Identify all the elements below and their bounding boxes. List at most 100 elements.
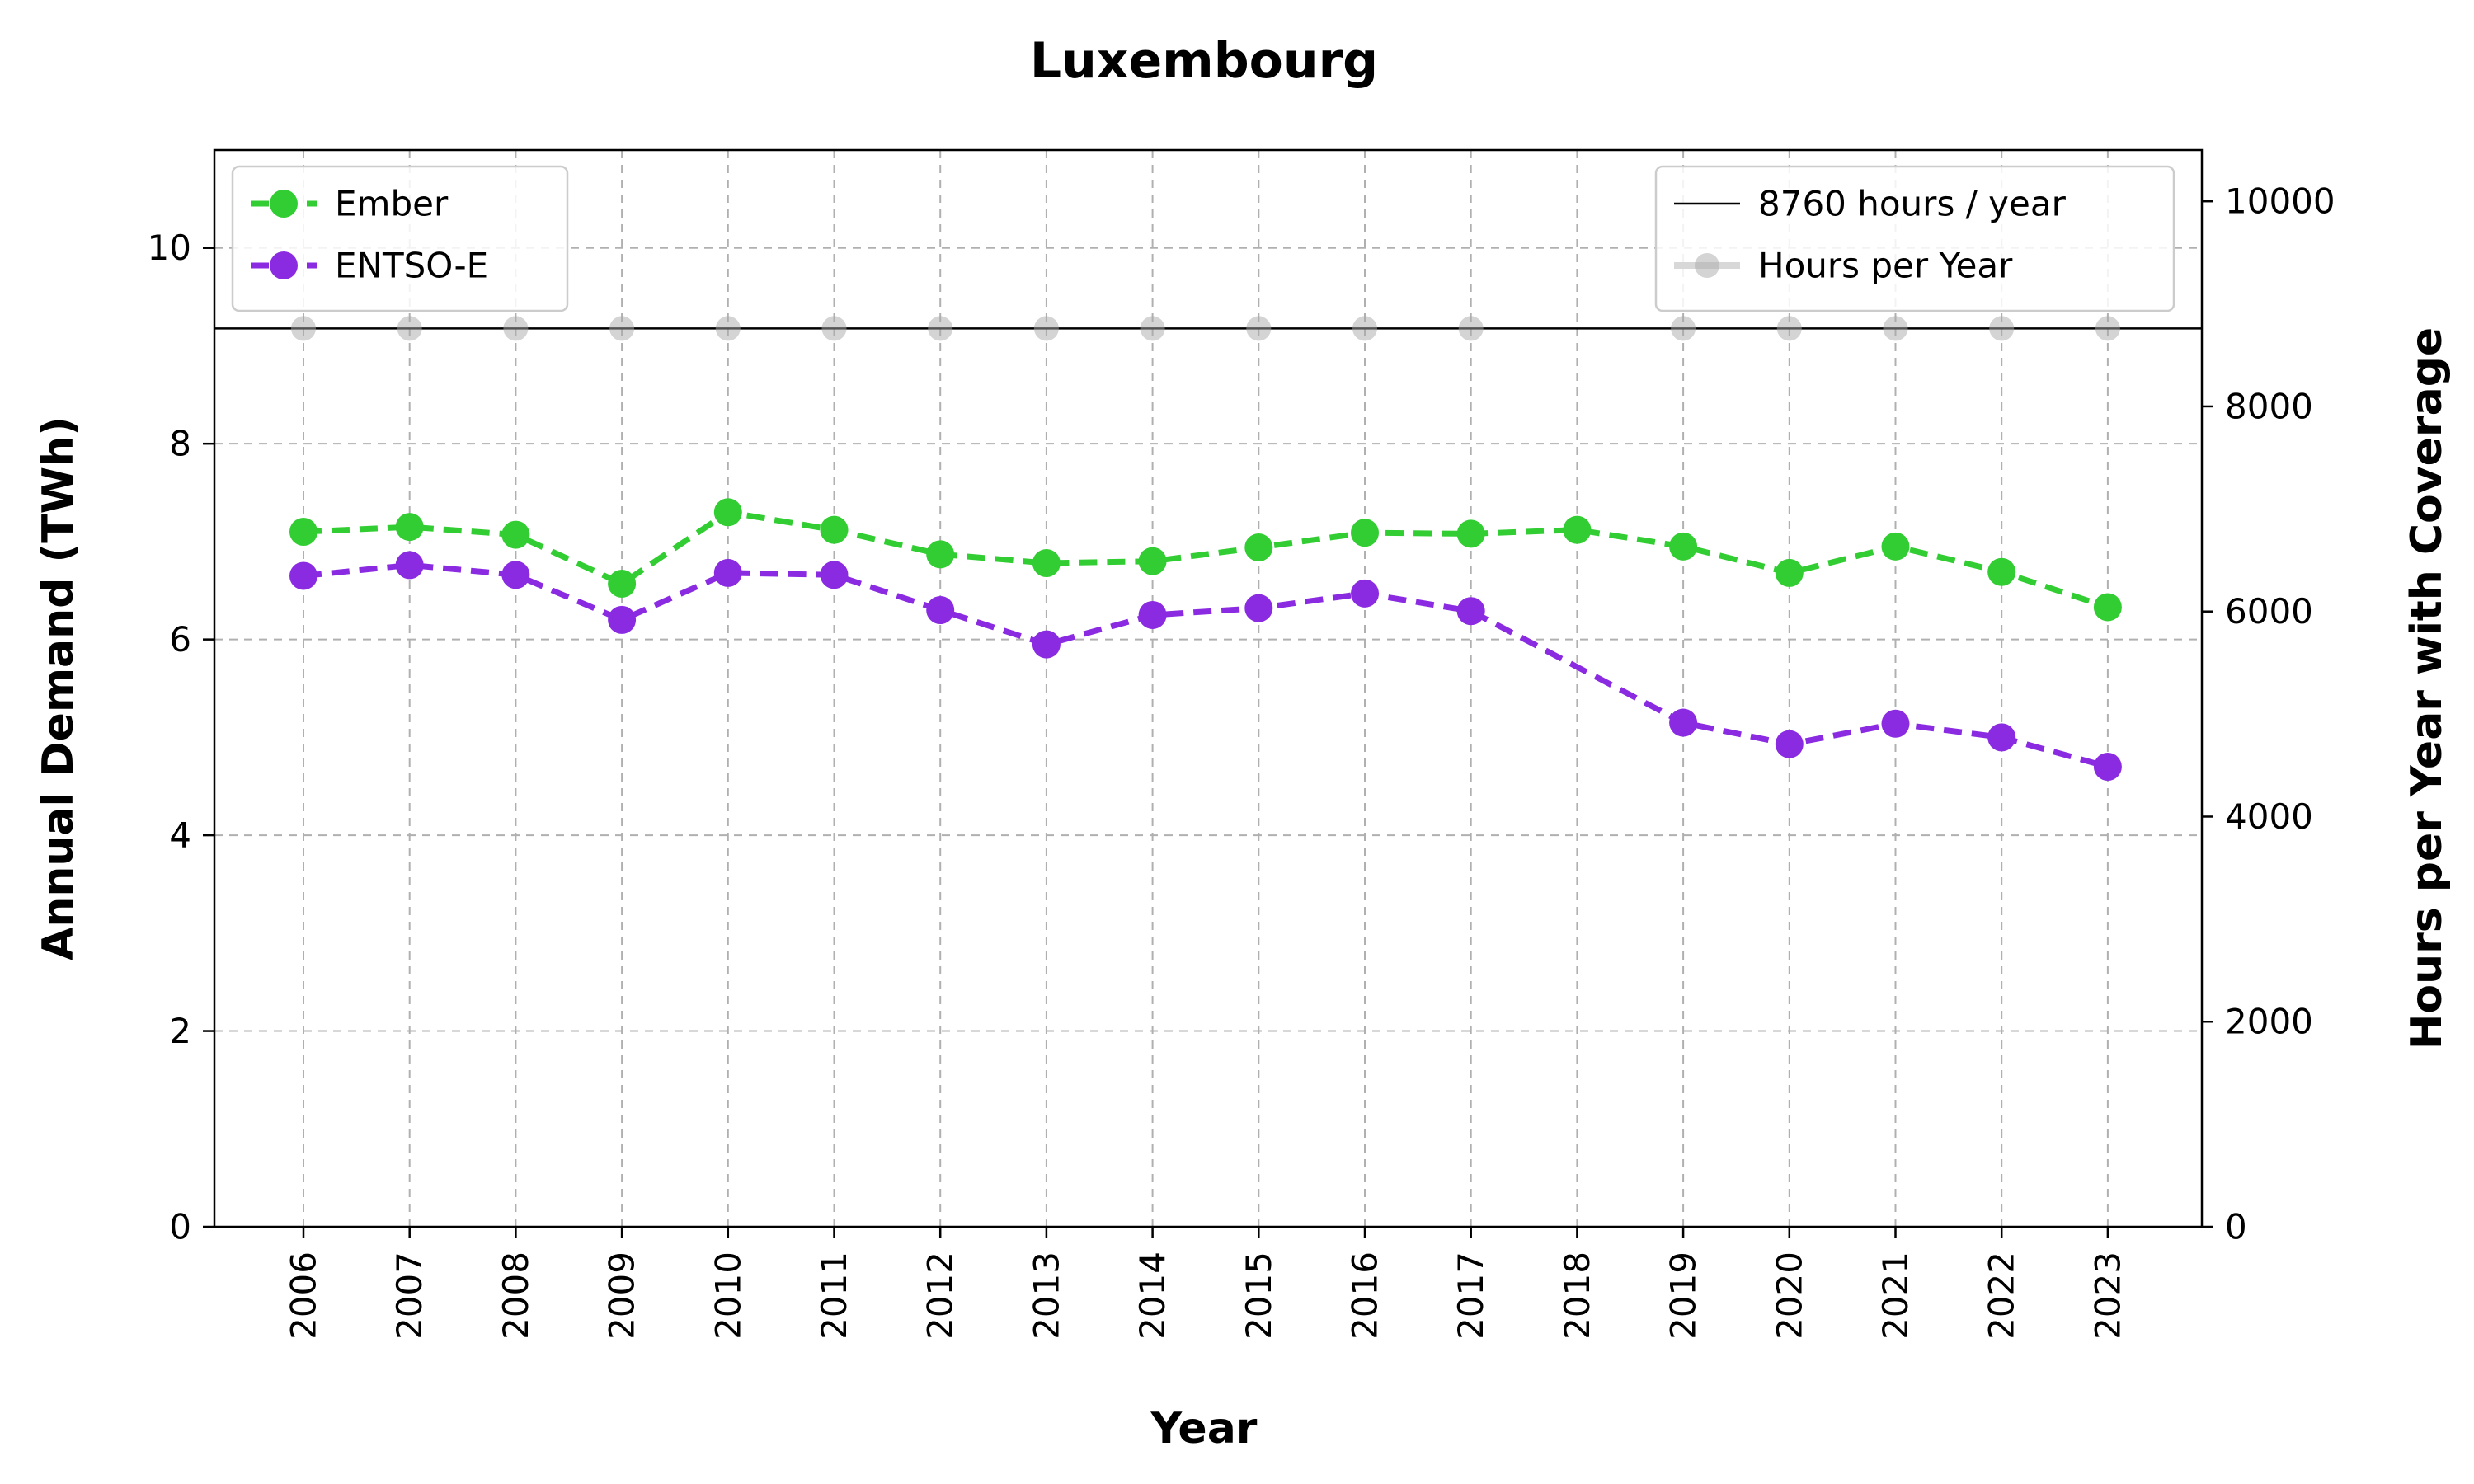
y-left-tick-label: 4 [169,815,191,856]
y-left-tick-label: 6 [169,619,191,660]
legend-box [1654,165,2175,312]
data-point-entso-e [2093,752,2122,781]
data-point-entso-e [395,551,424,580]
data-point-entso-e [1138,600,1167,629]
y-left-tick-label: 8 [169,424,191,464]
x-tick-label: 2009 [602,1252,642,1340]
x-tick-label: 2022 [1982,1252,2022,1340]
data-point-hours-per-year [1458,316,1484,341]
data-point-hours-per-year [2095,316,2120,341]
data-point-hours-per-year [609,316,635,341]
data-point-hours-per-year [1352,316,1377,341]
data-point-hours-per-year [1989,316,2015,341]
data-point-hours-per-year [821,316,847,341]
y-left-tick-label: 2 [169,1011,191,1051]
x-tick-label: 2020 [1769,1252,1809,1340]
legend-swatch-marker [270,190,298,218]
x-tick-label: 2011 [814,1252,854,1340]
y-right-tick-label: 8000 [2225,386,2313,426]
data-point-ember [820,515,849,544]
data-point-entso-e [1669,708,1698,737]
series-group [289,316,2122,781]
data-point-entso-e [1881,709,1910,738]
y-axis-left-label: Annual Demand (TWh) [34,416,83,960]
data-point-entso-e [1987,723,2016,752]
x-tick-label: 2013 [1026,1252,1066,1340]
data-point-entso-e [501,561,530,589]
data-point-hours-per-year [1883,316,1908,341]
data-point-ember [1881,532,1910,561]
data-point-ember [395,513,424,542]
y-right-tick-label: 6000 [2225,591,2313,632]
data-point-hours-per-year [291,316,316,341]
data-point-hours-per-year [503,316,529,341]
data-point-ember [1032,549,1061,578]
y-right-tick-label: 0 [2225,1207,2247,1247]
series-line-entso-e [303,561,2109,770]
series-ember [289,498,2122,622]
data-point-ember [2093,593,2122,622]
data-point-ember [1244,533,1273,562]
data-point-ember [713,498,742,527]
data-point-hours-per-year [1246,316,1272,341]
x-tick-label: 2006 [284,1252,324,1340]
data-point-ember [608,569,637,598]
y-right-tick-label: 2000 [2225,1002,2313,1042]
data-point-hours-per-year [397,316,422,341]
y-right-tick-label: 10000 [2225,181,2335,222]
legend-label: ENTSO-E [335,246,488,286]
data-point-hours-per-year [1776,316,1802,341]
y-left-tick-label: 0 [169,1207,191,1247]
data-point-ember [1456,519,1485,548]
plot-frame [213,148,2204,1228]
legend-label: Ember [335,184,449,224]
x-tick-label: 2012 [920,1252,961,1340]
x-tick-label: 2017 [1451,1252,1491,1340]
x-tick-label: 2010 [708,1252,748,1340]
data-point-entso-e [1775,730,1804,758]
data-point-ember [1351,519,1379,547]
series-entso-e [289,551,2122,781]
data-point-ember [1563,515,1592,544]
x-tick-label: 2021 [1875,1252,1916,1340]
x-tick-label: 2008 [496,1252,536,1340]
data-point-ember [289,518,317,547]
y-left-tick-label: 10 [148,228,191,268]
data-point-hours-per-year [928,316,953,341]
legend-left: Ember ENTSO-E [231,165,569,312]
legend-label: Hours per Year [1758,246,2013,286]
x-tick-label: 2014 [1132,1252,1173,1340]
data-point-entso-e [289,561,317,590]
data-point-entso-e [1244,594,1273,622]
x-tick-label: 2015 [1239,1252,1279,1340]
data-point-ember [501,520,530,549]
data-point-hours-per-year [1033,316,1059,341]
data-point-hours-per-year [1671,316,1696,341]
series-line-ember [303,509,2109,610]
data-point-ember [926,540,955,569]
data-point-entso-e [608,605,637,634]
data-point-entso-e [1351,579,1379,608]
legend-swatch-marker [270,251,298,279]
y-right-tick-label: 4000 [2225,796,2313,837]
chart-title: Luxembourg [1030,32,1378,90]
legend-right: 8760 hours / year Hours per Year [1654,165,2175,312]
data-point-entso-e [1456,597,1485,626]
x-tick-label: 2016 [1345,1252,1385,1340]
x-tick-label: 2007 [389,1252,430,1340]
data-point-ember [1669,532,1698,561]
data-point-hours-per-year [1140,316,1165,341]
x-tick-label: 2019 [1663,1252,1704,1340]
data-point-ember [1987,557,2016,586]
data-point-entso-e [926,596,955,625]
x-tick-label: 2023 [2087,1252,2128,1340]
data-point-entso-e [713,558,742,587]
x-axis-label: Year [1150,1404,1258,1453]
series-hours-per-year [291,316,2120,341]
data-point-ember [1775,558,1804,587]
axis-ticks: 2006 2007 2008 2009 2010 2011 2012 2013 2014 2015… [148,181,2335,1340]
y-axis-right-label: Hours per Year with Coverage [2402,327,2452,1050]
legend-swatch-marker [1695,253,1719,278]
data-point-entso-e [820,561,849,589]
